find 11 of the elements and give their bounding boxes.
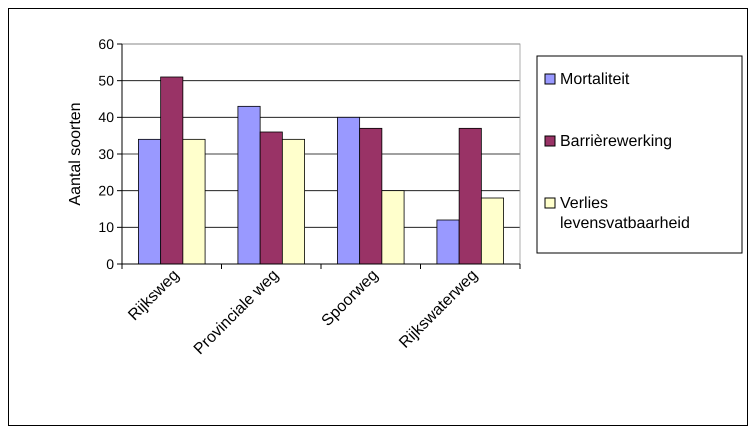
y-tick-label: 60	[98, 36, 114, 52]
y-tick-label: 0	[106, 256, 114, 272]
y-tick-label: 50	[98, 72, 114, 89]
legend-label: Mortaliteit	[560, 71, 630, 88]
y-tick-label: 10	[98, 219, 114, 236]
legend-label: Verlies levensvatbaarheid	[560, 195, 690, 232]
y-axis-title: Aantal soorten	[67, 102, 84, 206]
y-tick-label: 30	[98, 146, 114, 162]
y-tick-label: 40	[98, 109, 114, 126]
legend-label: Barrièrewerking	[560, 133, 672, 150]
y-tick-label: 20	[98, 182, 114, 199]
